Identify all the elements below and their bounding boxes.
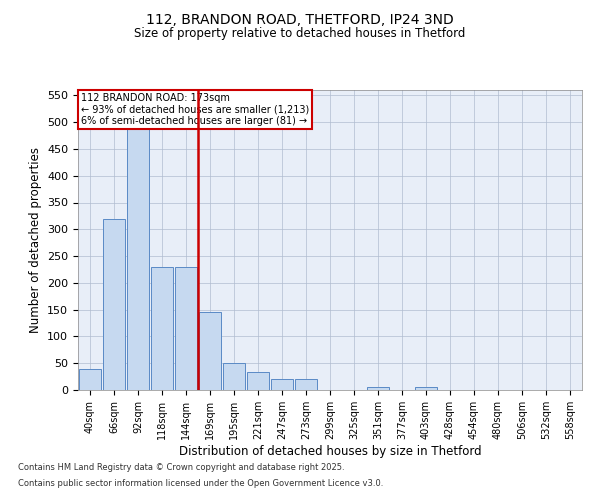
Bar: [127, 128, 149, 390]
Bar: [247, 372, 269, 390]
Bar: [271, 380, 293, 390]
Bar: [223, 363, 245, 390]
Bar: [415, 388, 437, 390]
Bar: [199, 312, 221, 390]
Text: 112, BRANDON ROAD, THETFORD, IP24 3ND: 112, BRANDON ROAD, THETFORD, IP24 3ND: [146, 12, 454, 26]
Bar: [151, 267, 173, 390]
Bar: [103, 218, 125, 390]
Text: Size of property relative to detached houses in Thetford: Size of property relative to detached ho…: [134, 28, 466, 40]
Y-axis label: Number of detached properties: Number of detached properties: [29, 147, 41, 333]
Text: 112 BRANDON ROAD: 173sqm
← 93% of detached houses are smaller (1,213)
6% of semi: 112 BRANDON ROAD: 173sqm ← 93% of detach…: [80, 93, 309, 126]
Bar: [295, 380, 317, 390]
Bar: [367, 388, 389, 390]
X-axis label: Distribution of detached houses by size in Thetford: Distribution of detached houses by size …: [179, 444, 481, 458]
Bar: [79, 368, 101, 390]
Bar: [175, 267, 197, 390]
Text: Contains public sector information licensed under the Open Government Licence v3: Contains public sector information licen…: [18, 478, 383, 488]
Text: Contains HM Land Registry data © Crown copyright and database right 2025.: Contains HM Land Registry data © Crown c…: [18, 464, 344, 472]
